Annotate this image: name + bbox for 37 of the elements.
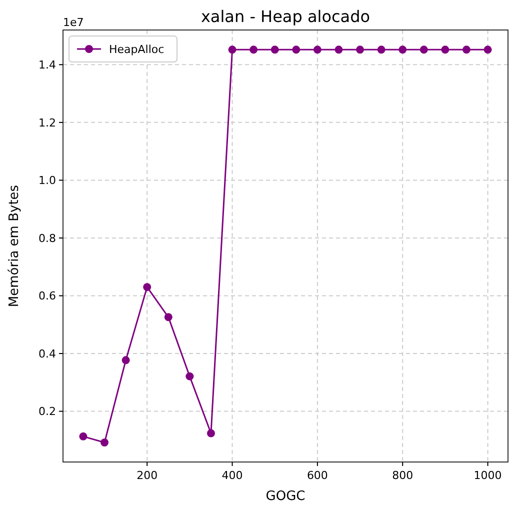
- x-tick-label: 800: [392, 469, 414, 482]
- text: 1e7: [63, 16, 84, 29]
- point: [122, 356, 130, 364]
- point: [143, 283, 152, 292]
- legend-label: HeapAlloc: [109, 42, 164, 56]
- point: [206, 429, 215, 438]
- point: [377, 46, 386, 54]
- point: [164, 313, 172, 322]
- point: [270, 46, 279, 54]
- y-tick-label: 0.2: [38, 405, 56, 418]
- chart-title: xalan - Heap alocado: [200, 7, 370, 26]
- y-tick-label: 1.2: [38, 116, 56, 130]
- point: [441, 46, 450, 54]
- point: [292, 46, 300, 54]
- point: [462, 46, 470, 54]
- x-tick-label: 600: [306, 469, 328, 482]
- x-tick-label: 400: [222, 469, 243, 482]
- point: [420, 46, 428, 54]
- point: [398, 46, 407, 54]
- y-tick-label: 0.6: [38, 290, 56, 303]
- y-tick-label: 0.4: [38, 347, 56, 360]
- x-axis-title: GOGC: [266, 489, 306, 504]
- point: [186, 372, 194, 380]
- point: [79, 432, 88, 440]
- point: [313, 46, 322, 54]
- point: [356, 46, 364, 54]
- y-tick-label: 1.4: [38, 58, 56, 72]
- y-tick-label: 1.0: [38, 174, 56, 188]
- y-axis-title: Memória em Bytes: [7, 184, 22, 308]
- point: [250, 46, 258, 54]
- y-tick-label: 0.8: [38, 232, 56, 245]
- x-tick-label: 1000: [474, 469, 502, 482]
- point: [100, 438, 109, 446]
- x-tick-label: 200: [136, 469, 158, 482]
- point: [484, 46, 492, 54]
- point: [334, 46, 343, 54]
- point: [228, 46, 236, 54]
